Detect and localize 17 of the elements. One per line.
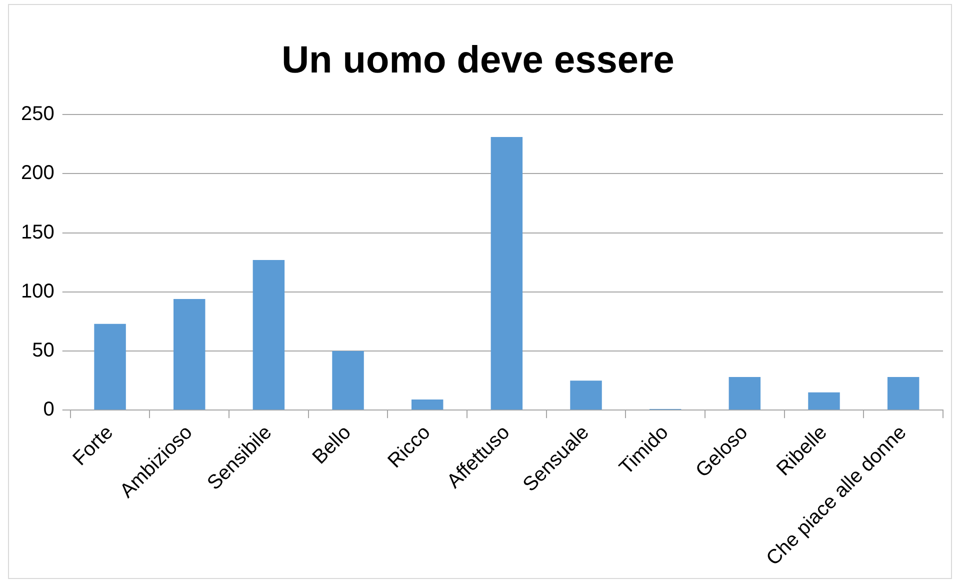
y-tick-label: 50 [32, 340, 54, 362]
bar [252, 260, 285, 410]
bar [94, 324, 126, 410]
bar [490, 137, 523, 410]
chart-title: Un uomo deve essere [282, 39, 674, 82]
bar [570, 380, 602, 410]
y-tick-label: 150 [20, 221, 54, 244]
bar [332, 351, 364, 410]
y-tick-label: 100 [20, 280, 54, 302]
bar [887, 377, 920, 410]
bar [808, 392, 840, 410]
bar [728, 377, 761, 410]
y-tick-label: 0 [43, 398, 54, 421]
y-tick-label: 250 [20, 103, 54, 126]
bar [174, 299, 206, 410]
y-tick-label: 200 [20, 162, 54, 184]
bar [411, 400, 444, 410]
